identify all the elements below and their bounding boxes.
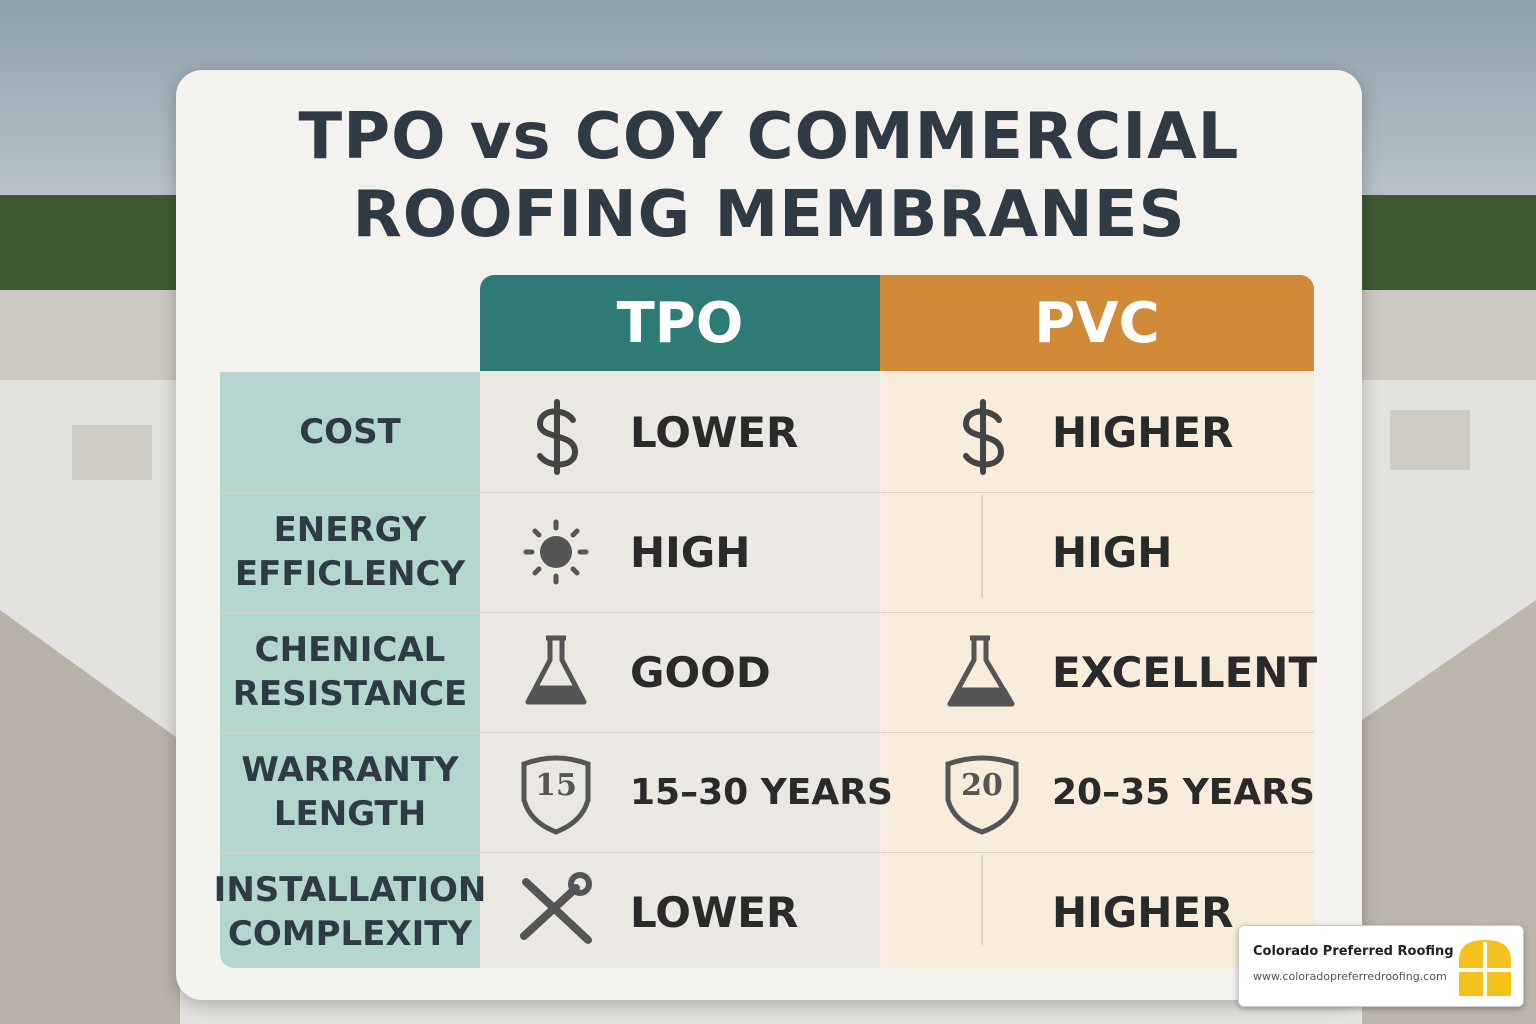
label-column: [220, 372, 480, 968]
brand-name: Colorado Preferred Roofing: [1253, 944, 1454, 959]
row-label: WARRANTY LENGTH: [220, 732, 480, 852]
brand-logo: [1459, 940, 1511, 996]
cell-text: LOWER: [630, 407, 799, 457]
shield-number: 15: [535, 768, 577, 803]
row-separator: [220, 612, 1314, 613]
cell-text: HIGH: [630, 527, 751, 577]
cell-text: HIGH: [1052, 527, 1173, 577]
cell-text: HIGHER: [1052, 407, 1234, 457]
title-line: TPO vs COY COMMERCIAL: [298, 100, 1240, 174]
column-header: PVC: [880, 275, 1314, 371]
title-line: ROOFING MEMBRANES: [352, 178, 1186, 252]
row-label-line: LENGTH: [273, 794, 427, 834]
cell-text: EXCELLENT: [1052, 647, 1318, 697]
cell-text: HIGHER: [1052, 887, 1234, 937]
row-separator: [220, 852, 1314, 853]
row-label-line: RESISTANCE: [232, 674, 468, 714]
row-label: COST: [220, 372, 480, 492]
row-label-line: CHENICAL: [254, 630, 446, 670]
brand-badge: Colorado Preferred Roofing www.coloradop…: [1238, 925, 1524, 1007]
shield-number: 20: [961, 768, 1003, 803]
row-label-line: EFFICLENCY: [234, 554, 466, 594]
row-label: ENERGY EFFICLENCY: [220, 492, 480, 612]
brand-url: www.coloradopreferredroofing.com: [1253, 970, 1447, 983]
row-label: CHENICAL RESISTANCE: [220, 612, 480, 732]
row-label-line: WARRANTY: [241, 750, 459, 790]
row-label-line: INSTALLATION: [213, 870, 487, 910]
cell-text: 15–30 YEARS: [630, 771, 893, 813]
row-separator: [220, 492, 1314, 493]
row-label-line: COST: [299, 412, 401, 452]
cell-text: LOWER: [630, 887, 799, 937]
cell-text: 20–35 YEARS: [1052, 771, 1315, 813]
column-header: TPO: [480, 275, 880, 371]
cell-text: GOOD: [630, 647, 771, 697]
row-separator: [220, 732, 1314, 733]
row-label-line: COMPLEXITY: [227, 914, 473, 954]
row-label-line: ENERGY: [273, 510, 427, 550]
row-label: INSTALLATION COMPLEXITY: [214, 852, 487, 972]
